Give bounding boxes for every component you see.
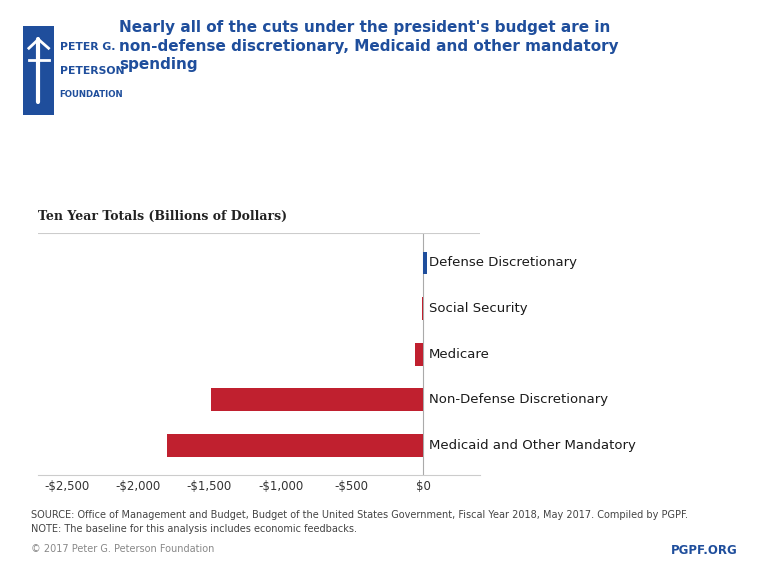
Text: © 2017 Peter G. Peterson Foundation: © 2017 Peter G. Peterson Foundation xyxy=(31,544,214,554)
Bar xyxy=(422,297,423,320)
Text: PGPF.ORG: PGPF.ORG xyxy=(670,544,737,558)
Text: PETERSON: PETERSON xyxy=(60,66,124,76)
Bar xyxy=(23,26,54,115)
Text: Non-Defense Discretionary: Non-Defense Discretionary xyxy=(429,393,607,407)
Bar xyxy=(423,252,427,274)
Text: Defense Discretionary: Defense Discretionary xyxy=(429,256,577,270)
Text: Medicaid and Other Mandatory: Medicaid and Other Mandatory xyxy=(429,439,636,452)
Text: Ten Year Totals (Billions of Dollars): Ten Year Totals (Billions of Dollars) xyxy=(38,210,287,223)
Bar xyxy=(210,388,423,411)
Text: Medicare: Medicare xyxy=(429,348,489,361)
Text: NOTE: The baseline for this analysis includes economic feedbacks.: NOTE: The baseline for this analysis inc… xyxy=(31,524,356,534)
Bar xyxy=(415,343,423,366)
Text: Nearly all of the cuts under the president's budget are in
non-defense discretio: Nearly all of the cuts under the preside… xyxy=(119,20,619,73)
Text: PETER G.: PETER G. xyxy=(60,42,115,52)
Text: SOURCE: Office of Management and Budget, Budget of the United States Government,: SOURCE: Office of Management and Budget,… xyxy=(31,510,687,520)
Bar xyxy=(167,434,423,457)
Text: Social Security: Social Security xyxy=(429,302,528,315)
Text: FOUNDATION: FOUNDATION xyxy=(60,90,123,99)
